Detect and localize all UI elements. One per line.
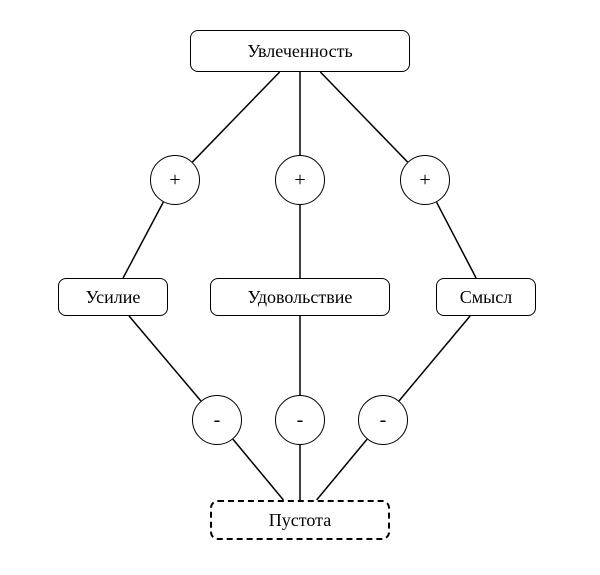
node-left-label: Усилие	[86, 287, 141, 308]
node-bottom-label: Пустота	[269, 510, 331, 531]
node-plus-left: +	[150, 155, 200, 205]
minus-center-label: -	[297, 409, 304, 432]
node-plus-center: +	[275, 155, 325, 205]
node-right: Смысл	[436, 278, 536, 316]
node-center-label: Удовольствие	[248, 287, 353, 308]
node-top: Увлеченность	[190, 30, 410, 72]
concept-diagram: Увлеченность Усилие Удовольствие Смысл П…	[0, 0, 600, 575]
node-right-label: Смысл	[460, 287, 512, 308]
node-top-label: Увлеченность	[247, 41, 352, 62]
plus-center-label: +	[294, 169, 305, 192]
node-plus-right: +	[400, 155, 450, 205]
node-minus-center: -	[275, 395, 325, 445]
node-left: Усилие	[58, 278, 168, 316]
plus-right-label: +	[419, 169, 430, 192]
plus-left-label: +	[169, 169, 180, 192]
node-bottom: Пустота	[210, 500, 390, 540]
minus-right-label: -	[380, 409, 387, 432]
node-minus-left: -	[192, 395, 242, 445]
minus-left-label: -	[214, 409, 221, 432]
node-minus-right: -	[358, 395, 408, 445]
node-center: Удовольствие	[210, 278, 390, 316]
